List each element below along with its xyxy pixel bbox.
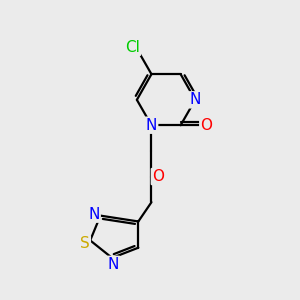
Text: N: N	[146, 118, 157, 133]
Text: N: N	[190, 92, 201, 107]
Text: S: S	[80, 236, 90, 251]
Text: N: N	[88, 207, 100, 222]
Text: O: O	[200, 118, 212, 133]
Text: Cl: Cl	[125, 40, 140, 55]
Text: N: N	[108, 257, 119, 272]
Text: O: O	[152, 169, 164, 184]
